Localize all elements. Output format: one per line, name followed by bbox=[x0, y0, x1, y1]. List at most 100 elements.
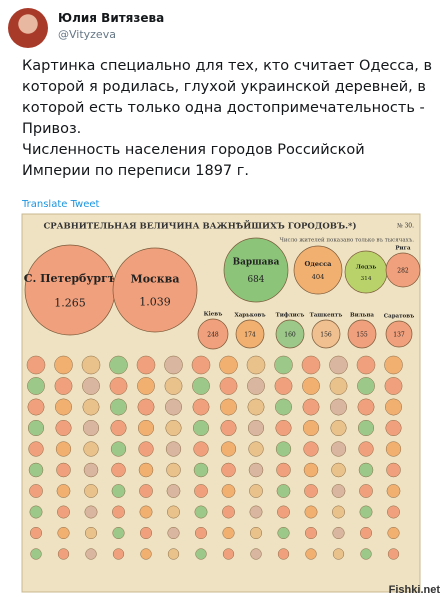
small-circle bbox=[358, 441, 374, 457]
user-name[interactable]: Юлия Витязева bbox=[58, 11, 165, 25]
small-circle bbox=[277, 505, 290, 519]
city-circle bbox=[197, 318, 229, 350]
small-circle bbox=[385, 441, 402, 457]
city-name: Тифлисъ bbox=[276, 312, 305, 319]
small-circle bbox=[112, 505, 125, 519]
small-circle bbox=[56, 484, 71, 498]
small-circle bbox=[54, 355, 73, 375]
city-value: 156 bbox=[320, 332, 332, 339]
city-value: 248 bbox=[207, 332, 219, 339]
city-circle bbox=[293, 245, 343, 295]
small-circle bbox=[85, 548, 97, 560]
small-circle bbox=[384, 355, 403, 375]
small-circle bbox=[29, 526, 43, 540]
city-value: 684 bbox=[248, 275, 265, 285]
small-circle bbox=[110, 398, 127, 416]
small-circle bbox=[26, 355, 46, 375]
small-circle bbox=[249, 526, 263, 540]
small-circle bbox=[332, 505, 345, 519]
small-circle bbox=[137, 377, 155, 395]
small-circle bbox=[247, 377, 265, 395]
small-circle bbox=[82, 377, 100, 395]
small-circle bbox=[83, 441, 99, 457]
small-circle bbox=[274, 355, 293, 375]
small-circle bbox=[195, 548, 207, 560]
small-circle bbox=[359, 505, 373, 519]
small-circles bbox=[26, 355, 403, 560]
small-circle bbox=[329, 355, 348, 375]
small-circle bbox=[220, 419, 237, 437]
city-value: 160 bbox=[284, 332, 296, 339]
small-circle bbox=[357, 377, 375, 395]
small-circle bbox=[30, 548, 42, 560]
city-value: 1.265 bbox=[54, 297, 86, 310]
small-circle bbox=[55, 398, 72, 416]
small-circle bbox=[359, 484, 373, 498]
city-name: Кiевъ bbox=[204, 312, 223, 318]
small-circle bbox=[55, 441, 72, 457]
small-circle bbox=[81, 355, 101, 375]
small-circle bbox=[139, 484, 153, 498]
small-circle bbox=[303, 441, 319, 457]
small-circle bbox=[357, 419, 375, 437]
tweet-line: Картинка специально для тех, кто считает… bbox=[22, 58, 433, 74]
small-circle bbox=[387, 548, 400, 560]
translate-link[interactable]: Translate Tweet bbox=[22, 199, 100, 210]
watermark: Fishki.net bbox=[388, 584, 440, 596]
small-circle bbox=[57, 526, 70, 540]
small-circle bbox=[165, 419, 182, 437]
city-value: 404 bbox=[312, 273, 325, 281]
city-name: Москва bbox=[131, 273, 180, 286]
small-circle bbox=[82, 419, 100, 437]
small-circle bbox=[54, 377, 73, 395]
small-circle bbox=[275, 419, 292, 437]
image-note: Число жителей показано только въ тысячах… bbox=[280, 238, 415, 244]
small-circle bbox=[111, 462, 126, 478]
small-circle bbox=[192, 419, 210, 437]
small-circle bbox=[248, 462, 264, 478]
small-circle bbox=[360, 548, 372, 560]
small-circle bbox=[358, 462, 374, 478]
small-circle bbox=[359, 526, 373, 540]
small-circle bbox=[194, 484, 208, 498]
city-name: С. Петербургъ bbox=[24, 272, 117, 285]
small-circle bbox=[246, 355, 266, 375]
small-circle bbox=[219, 355, 238, 375]
user-handle[interactable]: @Vityzeva bbox=[58, 28, 116, 41]
small-circle bbox=[84, 526, 98, 540]
small-circle bbox=[357, 398, 375, 416]
small-circle bbox=[165, 441, 182, 457]
city-circle bbox=[344, 250, 388, 294]
small-circle bbox=[332, 526, 345, 540]
city-value: 174 bbox=[244, 332, 256, 339]
image-number: № 30. bbox=[397, 223, 414, 230]
avatar[interactable] bbox=[8, 8, 48, 48]
city-circle bbox=[385, 252, 421, 288]
small-circle bbox=[330, 419, 347, 437]
city-circle bbox=[112, 247, 198, 333]
small-circle bbox=[164, 355, 183, 375]
small-circle bbox=[193, 441, 209, 457]
small-circle bbox=[27, 419, 45, 437]
small-circle bbox=[386, 484, 401, 498]
small-circle bbox=[384, 377, 403, 395]
small-circle bbox=[193, 462, 209, 478]
small-circle bbox=[137, 398, 155, 416]
small-circle bbox=[110, 419, 127, 437]
small-circle bbox=[192, 377, 210, 395]
tweet-line: которой есть только одна достопримечател… bbox=[22, 100, 425, 116]
small-circle bbox=[387, 526, 400, 540]
small-circle bbox=[166, 484, 181, 498]
small-circle bbox=[55, 419, 72, 437]
small-circle bbox=[387, 505, 400, 519]
small-circle bbox=[274, 377, 293, 395]
city-value: 1.039 bbox=[139, 296, 171, 309]
tweet-line: которой я родилась, глухой украинской де… bbox=[22, 79, 426, 95]
small-circle bbox=[304, 484, 318, 498]
city-circle bbox=[385, 320, 413, 348]
small-circle bbox=[27, 398, 45, 416]
small-circle bbox=[191, 355, 211, 375]
city-circle bbox=[311, 319, 341, 349]
